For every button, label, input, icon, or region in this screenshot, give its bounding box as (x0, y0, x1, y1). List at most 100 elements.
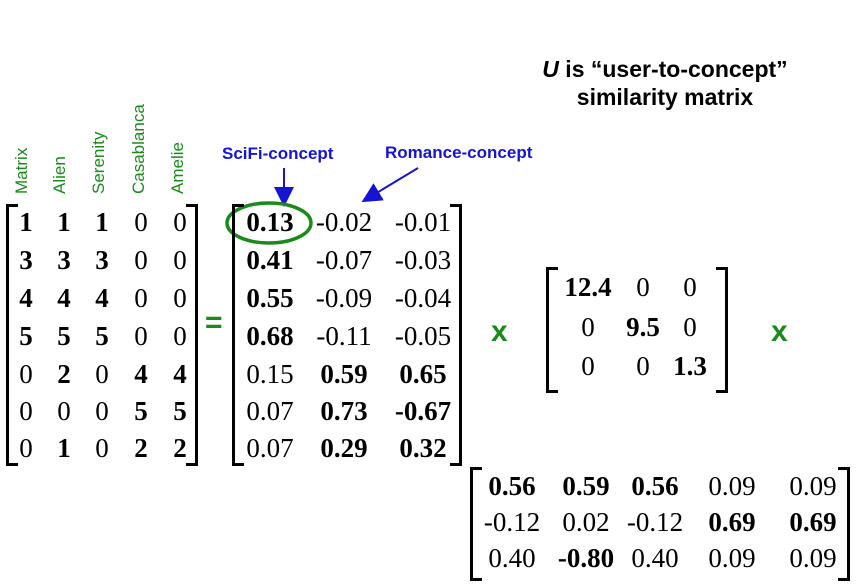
ratings-matrix-cell: 0 (95, 433, 109, 463)
matrix-v-right-bracket (838, 467, 850, 581)
sigma-matrix-cell: 0 (683, 272, 697, 302)
u-matrix-cell: 0.29 (320, 433, 368, 463)
ratings-matrix-cell: 0 (19, 433, 33, 463)
u-matrix-cell: 0.07 (246, 433, 294, 463)
u-matrix-cell: -0.09 (315, 283, 373, 313)
equals-sign: = (205, 306, 223, 339)
ratings-matrix-cell: 5 (173, 396, 187, 426)
ratings-matrix-cell: 0 (19, 396, 33, 426)
sigma-matrix-cell: 0 (581, 351, 595, 381)
v-transpose-matrix-cell: 0.56 (488, 471, 536, 501)
ratings-matrix-cell: 0 (134, 283, 148, 313)
u-matrix-cell: -0.03 (394, 245, 452, 275)
ratings-matrix-cell: 2 (173, 433, 187, 463)
u-matrix-cell: 0.32 (399, 433, 447, 463)
ratings-matrix-cell: 0 (134, 245, 148, 275)
v-transpose-matrix-cell: 0.09 (708, 471, 756, 501)
ratings-matrix-cell: 0 (19, 359, 33, 389)
sigma-matrix-cell: 9.5 (626, 312, 660, 342)
u-matrix-cell: -0.04 (394, 283, 452, 313)
ratings-matrix-cell: 0 (173, 321, 187, 351)
u-matrix-cell: 0.13 (246, 207, 294, 237)
scifi-highlight-ellipse (225, 201, 313, 245)
title-line-1: U is “user-to-concept” (470, 55, 860, 83)
matrix-a-right-bracket (186, 204, 198, 466)
title-u-letter: U (542, 56, 559, 82)
u-matrix-cell: 0.07 (246, 396, 294, 426)
ratings-matrix-cell: 0 (134, 321, 148, 351)
ratings-matrix-cell: 0 (173, 283, 187, 313)
ratings-matrix-cell: 1 (95, 207, 109, 237)
scifi-concept-label: SciFi-concept (222, 144, 334, 163)
v-transpose-matrix-cell: -0.12 (626, 507, 684, 537)
sigma-matrix-cell: 0 (683, 312, 697, 342)
u-matrix-cell: 0.65 (399, 359, 447, 389)
u-matrix-cell: -0.01 (394, 207, 452, 237)
ratings-matrix-cell: 2 (134, 433, 148, 463)
ratings-matrix-cell: 4 (57, 283, 71, 313)
ratings-matrix-cell: 0 (57, 396, 71, 426)
u-matrix-cell: 0.73 (320, 396, 368, 426)
u-matrix-cell: 0.55 (246, 283, 294, 313)
title-line-1-text: is “user-to-concept” (558, 56, 788, 82)
ratings-matrix-cell: 5 (134, 396, 148, 426)
sigma-matrix-cell: 1.3 (673, 351, 707, 381)
v-transpose-matrix-cell: 0.40 (631, 543, 679, 573)
v-transpose-matrix-cell: 0.59 (562, 471, 610, 501)
matrix-u-left-bracket (232, 204, 244, 466)
v-transpose-matrix-cell: 0.09 (789, 471, 837, 501)
ratings-matrix-cell: 0 (95, 359, 109, 389)
ratings-matrix-cell: 1 (57, 207, 71, 237)
v-transpose-matrix-cell: 0.40 (488, 543, 536, 573)
sigma-matrix-cell: 0 (581, 312, 595, 342)
sigma-matrix-cell: 12.4 (564, 272, 612, 302)
ratings-matrix-cell: 5 (95, 321, 109, 351)
ratings-matrix-cell: 1 (57, 433, 71, 463)
title-line-2: similarity matrix (576, 84, 754, 110)
u-matrix-cell: -0.02 (315, 207, 373, 237)
v-transpose-matrix-cell: 0.56 (631, 471, 679, 501)
ratings-matrix-cell: 5 (19, 321, 33, 351)
u-matrix-cell: 0.59 (320, 359, 368, 389)
ratings-matrix-cell: 3 (95, 245, 109, 275)
diagram-title: U is “user-to-concept” similarity matrix (470, 55, 860, 111)
u-matrix-cell: -0.05 (394, 321, 452, 351)
v-transpose-matrix-cell: 0.02 (562, 507, 610, 537)
romance-concept-label: Romance-concept (385, 143, 533, 162)
u-matrix-cell: -0.07 (315, 245, 373, 275)
ratings-matrix-cell: 4 (19, 283, 33, 313)
ratings-matrix-cell: 5 (57, 321, 71, 351)
v-transpose-matrix-cell: 0.69 (708, 507, 756, 537)
u-matrix-cell: 0.41 (246, 245, 294, 275)
times-sign-2: x (771, 315, 788, 348)
ratings-matrix-cell: 3 (19, 245, 33, 275)
u-matrix-cell: 0.68 (246, 321, 294, 351)
matrix-u-right-bracket (450, 204, 462, 466)
ratings-matrix-cell: 1 (19, 207, 33, 237)
v-transpose-matrix-cell: 0.09 (708, 543, 756, 573)
ratings-matrix-cell: 4 (173, 359, 187, 389)
ratings-matrix-cell: 3 (57, 245, 71, 275)
u-matrix-cell: -0.11 (316, 321, 372, 351)
v-transpose-matrix-cell: 0.09 (789, 543, 837, 573)
ratings-matrix-cell: 0 (134, 207, 148, 237)
sigma-matrix-cell: 0 (636, 272, 650, 302)
matrix-s-left-bracket (546, 267, 558, 393)
matrix-v-left-bracket (470, 467, 482, 581)
ratings-matrix-cell: 4 (134, 359, 148, 389)
ratings-matrix-cell: 0 (173, 207, 187, 237)
ratings-matrix-cell: 4 (95, 283, 109, 313)
u-matrix-cell: 0.15 (246, 359, 294, 389)
times-sign-1: x (491, 315, 508, 348)
u-matrix-cell: -0.67 (394, 396, 452, 426)
ratings-matrix-cell: 0 (95, 396, 109, 426)
matrix-s-right-bracket (716, 267, 728, 393)
romance-arrow (361, 167, 419, 203)
v-transpose-matrix-cell: -0.80 (557, 543, 615, 573)
v-transpose-matrix-cell: -0.12 (483, 507, 541, 537)
v-transpose-matrix-cell: 0.69 (789, 507, 837, 537)
ratings-matrix-cell: 0 (173, 245, 187, 275)
sigma-matrix-cell: 0 (636, 351, 650, 381)
matrix-a-left-bracket (6, 204, 18, 466)
